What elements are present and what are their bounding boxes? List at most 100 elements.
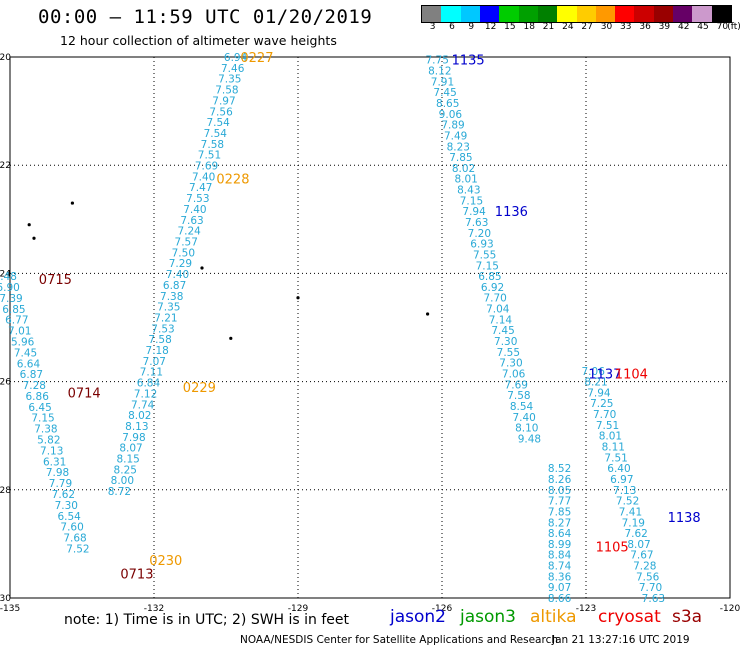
wave-height-value: 6.40 [607, 463, 630, 475]
wave-height-value: 5.82 [37, 435, 60, 447]
wave-height-value: 7.56 [636, 571, 660, 583]
map-frame [9, 56, 731, 599]
wave-height-value: 9.48 [518, 433, 541, 445]
island-dot [296, 296, 300, 300]
wave-height-value: 7.51 [198, 150, 221, 162]
pass-time-label: 1136 [495, 205, 528, 220]
colorbar-label: 9 [468, 22, 475, 32]
satellite-tracks: 6.947.467.357.587.977.567.547.547.587.51… [0, 52, 665, 605]
pass-time-label: 1137 [588, 367, 621, 382]
lon-tick-label: -123 [576, 604, 596, 614]
lon-tick-label: -132 [144, 604, 164, 614]
pass-time-label: 0715 [39, 273, 72, 288]
wave-height-value: 9.07 [548, 582, 571, 594]
wave-height-value: 7.91 [431, 76, 454, 88]
wave-height-value: 7.63 [180, 215, 203, 227]
wave-height-value: 7.56 [209, 106, 233, 118]
colorbar-label: 70 [716, 22, 729, 32]
wave-height-value: 7.70 [483, 293, 506, 305]
wave-height-value: 7.20 [468, 228, 491, 240]
wave-height-value: 7.35 [218, 74, 241, 86]
wave-height-value: 7.30 [55, 500, 78, 512]
lon-tick-label: -135 [0, 604, 20, 614]
wave-height-value: 7.15 [460, 195, 483, 207]
wave-height-value: 8.23 [447, 141, 470, 153]
wave-height-value: 7.85 [548, 506, 571, 518]
colorbar-swatch [441, 6, 461, 22]
wave-height-value: 7.54 [206, 117, 230, 129]
lon-tick-label: -129 [288, 604, 309, 614]
wave-height-value: 8.26 [548, 474, 572, 486]
pass-time-label: 0227 [240, 51, 273, 66]
colorbar-label: 21 [542, 22, 555, 32]
wave-height-value: 7.19 [622, 517, 645, 529]
wave-height-value: 8.36 [548, 571, 572, 583]
wave-height-value: 7.63 [642, 593, 665, 605]
wave-height-value: 7.46 [221, 63, 245, 75]
wave-height-value: 7.28 [23, 380, 46, 392]
island-dot [426, 312, 430, 316]
colorbar-labels: 3 6 9 12 15 18 21 24 27 30 33 36 39 42 45 70 (ft) [421, 22, 740, 36]
wave-height-value: 6.92 [481, 282, 504, 294]
island-dot [27, 223, 31, 227]
wave-height-value: 7.98 [122, 432, 145, 444]
wave-height-value: 7.75 [426, 55, 449, 67]
wave-height-value: 7.94 [462, 206, 486, 218]
colorbar-swatch [673, 6, 693, 22]
wave-height-value: 7.52 [66, 543, 89, 555]
legend-jason2: jason2 [390, 607, 446, 627]
wave-height-value: 7.70 [593, 409, 616, 421]
colorbar-swatch [576, 6, 596, 22]
wave-height-value: 8.65 [436, 98, 459, 110]
map-subtitle: 12 hour collection of altimeter wave hei… [60, 33, 337, 48]
wave-height-value: 7.21 [154, 312, 177, 324]
credit-text: NOAA/NESDIS Center for Satellite Applica… [240, 634, 558, 646]
wave-height-value: 7.01 [8, 326, 31, 338]
colorbar-label: 3 [429, 22, 436, 32]
axis-labels: -135 -132 -129 -126 -123 -120 -20 -22 -24 -26 -28 -… [0, 53, 740, 614]
wave-height-value: 7.29 [169, 258, 192, 270]
wave-height-value: 6.77 [5, 315, 28, 327]
pass-time-label: 0229 [183, 381, 216, 396]
wave-height-value: 7.06 [582, 366, 606, 378]
colorbar-swatch [460, 6, 480, 22]
wave-height-value: 7.11 [140, 367, 163, 379]
wave-height-value: 7.74 [131, 399, 155, 411]
colorbar-swatch [499, 6, 519, 22]
wave-height-value: 7.45 [433, 87, 456, 99]
island-dot [70, 201, 74, 205]
pass-time-label: 0228 [216, 173, 249, 188]
wave-height-value: 7.89 [441, 120, 464, 132]
wave-height-value: 7.55 [473, 249, 496, 261]
pass-time-label: 1104 [615, 367, 648, 382]
wave-height-value: 6.97 [610, 474, 633, 486]
wave-height-value: 8.02 [452, 163, 475, 175]
wave-height-value: 6.31 [43, 456, 66, 468]
wave-height-value: 7.49 [444, 130, 467, 142]
wave-height-value: 7.54 [204, 128, 228, 140]
lat-tick-label: -28 [0, 486, 11, 496]
legend-s3a: s3a [672, 607, 703, 627]
wave-height-value: 5.96 [11, 336, 35, 348]
wave-height-value: 7.58 [201, 139, 224, 151]
wave-height-value: 7.79 [49, 478, 72, 490]
lon-tick-label: -120 [720, 604, 740, 614]
wave-height-value: 7.06 [502, 368, 526, 380]
wave-height-value: 8.11 [602, 442, 625, 454]
wave-height-value: 7.51 [604, 452, 627, 464]
wave-height-value: 8.13 [125, 421, 148, 433]
wave-height-value: 7.24 [177, 226, 201, 238]
wave-height-value: 7.38 [34, 424, 57, 436]
wave-height-value: 8.27 [548, 517, 571, 529]
wave-height-value: 7.40 [166, 269, 189, 281]
colorbar-label: 27 [581, 22, 593, 32]
wave-height-value: 8.54 [510, 401, 534, 413]
wave-height-value: 6.87 [20, 369, 43, 381]
wave-height-value: 7.13 [613, 485, 636, 497]
colorbar-swatch [711, 6, 731, 22]
wave-height-value: 8.25 [114, 464, 137, 476]
island-dot [32, 236, 36, 240]
wave-height-value: 7.53 [186, 193, 209, 205]
wave-height-value: 8.05 [548, 485, 571, 497]
colorbar-swatch [634, 6, 654, 22]
